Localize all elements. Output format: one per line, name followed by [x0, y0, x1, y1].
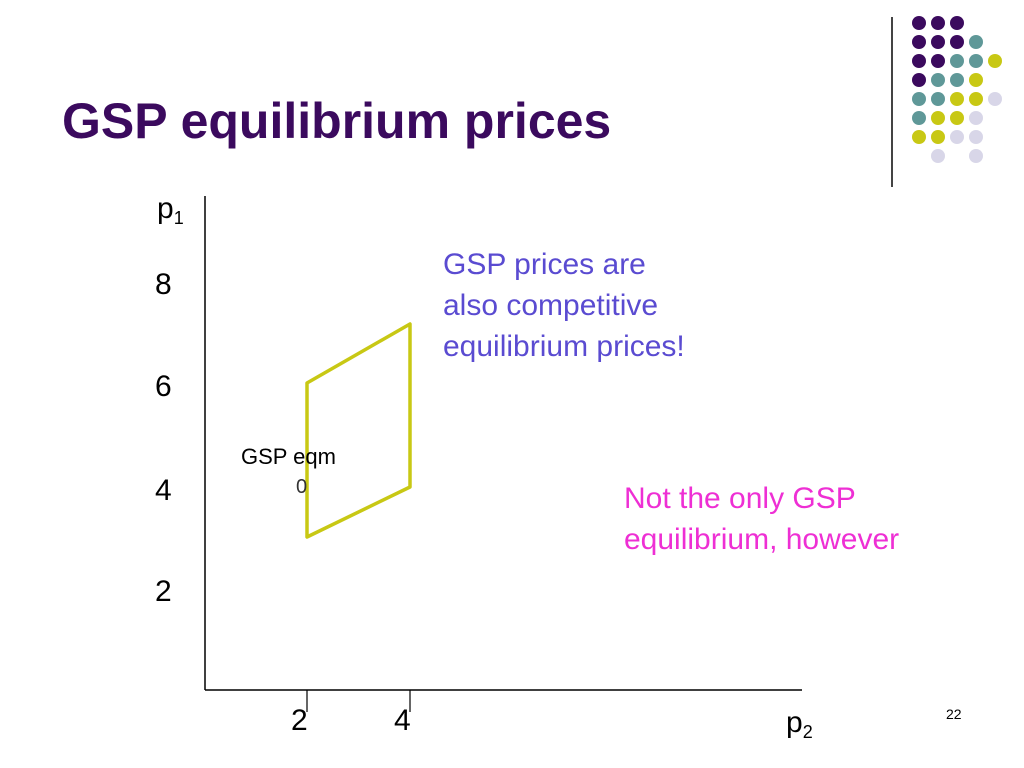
- decorative-dot: [950, 73, 964, 87]
- decorative-dot: [969, 54, 983, 68]
- decorative-dot: [931, 73, 945, 87]
- decorative-dot: [969, 111, 983, 125]
- decorative-dot-grid: [912, 16, 1002, 163]
- decorative-dot: [969, 92, 983, 106]
- gsp-eqm-marker: 0: [296, 476, 308, 498]
- y-tick-label: 2: [155, 575, 172, 608]
- x-tick-label: 4: [394, 704, 411, 737]
- decorative-dot: [950, 35, 964, 49]
- y-axis-label: p1: [157, 192, 184, 228]
- decorative-dot: [988, 92, 1002, 106]
- x-axis-label: p2: [786, 706, 813, 742]
- gsp-eqm-label: GSP eqm: [241, 444, 336, 469]
- decorative-dot: [912, 130, 926, 144]
- decorative-dot: [950, 54, 964, 68]
- decorative-dot: [969, 130, 983, 144]
- decorative-dot: [969, 73, 983, 87]
- decorative-dot: [988, 54, 1002, 68]
- decorative-dot: [969, 35, 983, 49]
- decorative-dot: [912, 54, 926, 68]
- decorative-dot: [931, 54, 945, 68]
- x-tick-label: 2: [291, 704, 308, 737]
- decorative-dot: [950, 16, 964, 30]
- decorative-dot: [912, 92, 926, 106]
- decorative-dot: [931, 130, 945, 144]
- competitive-equilibrium-note: GSP prices are also competitive equilibr…: [443, 248, 685, 363]
- decorative-dot: [931, 111, 945, 125]
- decorative-dot: [912, 35, 926, 49]
- decorative-dot: [931, 92, 945, 106]
- slide-title: GSP equilibrium prices: [62, 93, 612, 149]
- decorative-dot: [912, 73, 926, 87]
- not-unique-note: Not the only GSP equilibrium, however: [624, 482, 900, 556]
- decorative-dot: [912, 111, 926, 125]
- y-tick-label: 8: [155, 268, 172, 301]
- decorative-dot: [931, 35, 945, 49]
- header-divider: [891, 17, 893, 187]
- decorative-dot: [969, 149, 983, 163]
- page-number: 22: [946, 706, 962, 722]
- gsp-equilibrium-region: [305, 322, 412, 539]
- decorative-dot: [950, 111, 964, 125]
- decorative-dot: [931, 16, 945, 30]
- decorative-dot: [950, 92, 964, 106]
- y-tick-label: 4: [155, 474, 172, 507]
- y-tick-label: 6: [155, 370, 172, 403]
- decorative-dot: [912, 16, 926, 30]
- decorative-dot: [931, 149, 945, 163]
- decorative-dot: [950, 130, 964, 144]
